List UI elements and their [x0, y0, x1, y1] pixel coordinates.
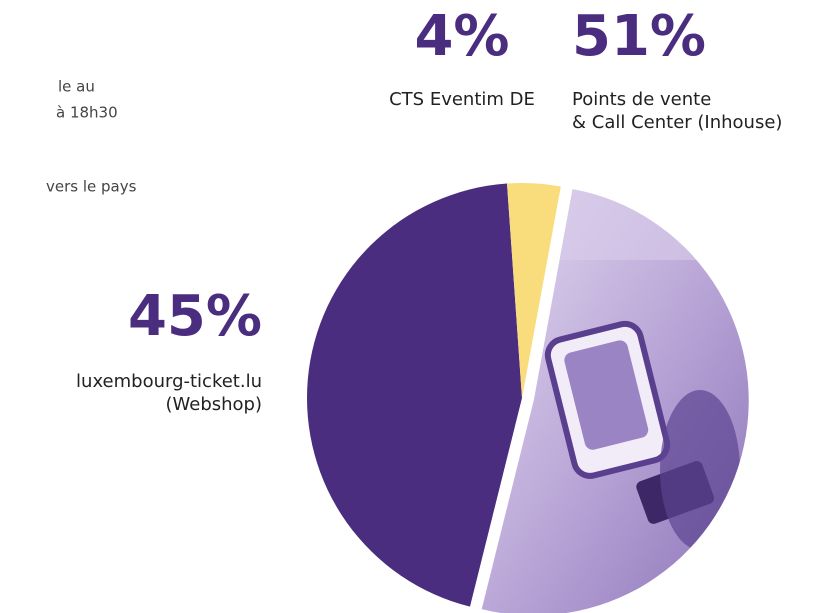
- shelf: [540, 189, 740, 260]
- hand: [660, 390, 740, 550]
- category-label: luxembourg-ticket.lu: [76, 371, 262, 392]
- value-label: 51%: [572, 4, 706, 69]
- pie: [306, 183, 749, 613]
- value-label: 4%: [414, 4, 509, 69]
- category-label: & Call Center (Inhouse): [572, 112, 782, 133]
- text-fragment: vers le pays: [46, 178, 137, 196]
- text-fragment: le au: [58, 78, 95, 96]
- category-label: CTS Eventim DE: [389, 89, 535, 110]
- category-label: (Webshop): [165, 394, 262, 415]
- pie-slice: [507, 183, 561, 398]
- screen: [564, 340, 649, 450]
- category-label: Points de vente: [572, 89, 711, 110]
- pie-slice: [306, 183, 522, 607]
- value-label: 45%: [128, 284, 262, 349]
- text-fragment: à 18h30: [56, 104, 118, 122]
